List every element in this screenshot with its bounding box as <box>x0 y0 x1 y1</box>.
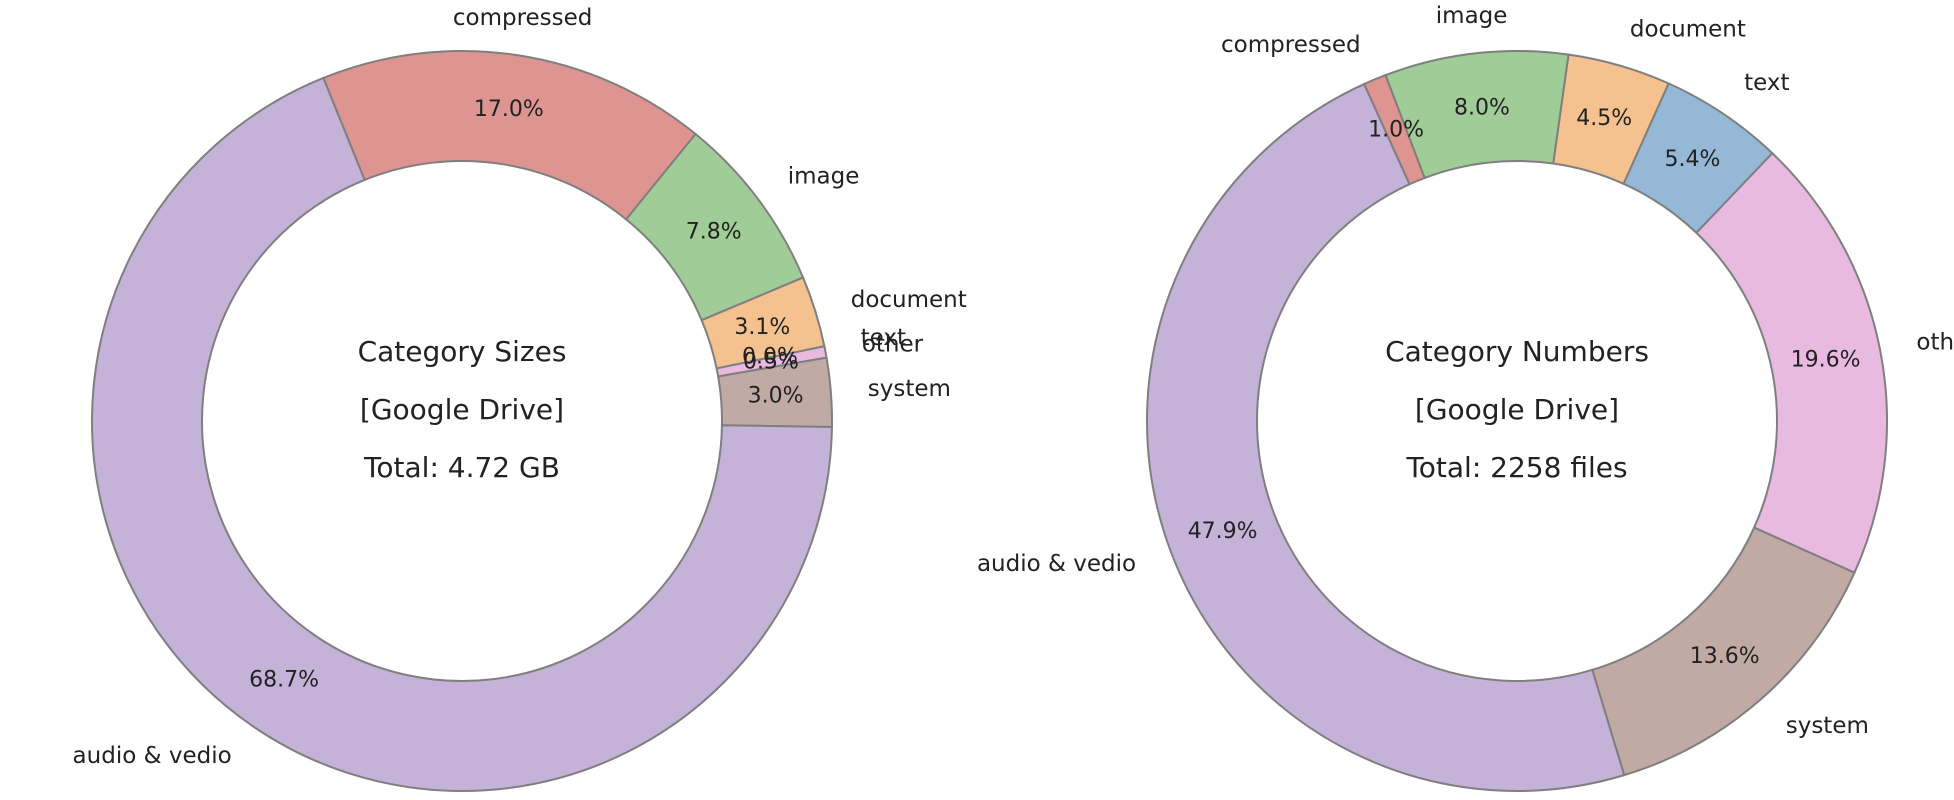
slice-audio-vedio <box>91 76 833 792</box>
slice-percent-document: 3.1% <box>734 315 790 340</box>
slice-percent-image: 7.8% <box>686 219 742 244</box>
center-title-line-1: Category Numbers <box>1385 335 1649 368</box>
slice-image <box>1384 50 1570 180</box>
center-title-line-2: [Google Drive] <box>1415 393 1619 426</box>
slice-percent-compressed: 17.0% <box>474 97 544 122</box>
slice-label-compressed: compressed <box>453 5 593 31</box>
slice-percent-text: 5.4% <box>1665 147 1721 172</box>
slice-percent-text: 0.0% <box>742 344 798 369</box>
slice-label-audio-vedio: audio & vedio <box>73 743 232 769</box>
slice-label-text: text <box>1744 70 1789 96</box>
slice-percent-image: 8.0% <box>1454 95 1510 120</box>
slice-label-system: system <box>1786 713 1869 739</box>
slice-label-system: system <box>868 376 951 402</box>
slice-label-other: other <box>862 332 924 358</box>
center-title: Category Sizes [Google Drive] Total: 4.7… <box>358 335 567 484</box>
slice-percent-system: 13.6% <box>1690 644 1760 669</box>
slice-percent-other: 19.6% <box>1791 348 1861 373</box>
slice-percent-system: 3.0% <box>748 384 804 409</box>
slice-percent-other: 0.5% <box>743 349 799 374</box>
slice-label-image: image <box>1436 3 1508 29</box>
slice-label-document: document <box>1630 16 1746 42</box>
center-title: Category Numbers [Google Drive] Total: 2… <box>1385 335 1649 484</box>
slice-percent-audio-vedio: 47.9% <box>1188 519 1258 544</box>
slice-label-document: document <box>851 287 967 313</box>
slice-audio-vedio <box>1146 82 1626 792</box>
donut-chart-category-sizes: compressed 17.0% image 7.8% document 3.1% text… <box>73 5 967 792</box>
slice-other <box>1695 151 1888 574</box>
donut-chart-category-numbers: document 4.5% text 5.4% other 19.6% system 13.6… <box>977 3 1954 792</box>
slice-label-text: text <box>861 325 906 351</box>
slice-label-other: other <box>1916 329 1954 355</box>
center-title-line-3: Total: 4.72 GB <box>363 451 560 484</box>
slice-label-compressed: compressed <box>1221 32 1361 58</box>
slice-compressed <box>322 50 697 221</box>
slice-percent-compressed: 1.0% <box>1368 118 1424 143</box>
slice-percent-document: 4.5% <box>1576 106 1632 131</box>
center-title-line-1: Category Sizes <box>358 335 567 368</box>
slice-label-image: image <box>788 163 860 189</box>
slice-percent-audio-vedio: 68.7% <box>249 667 319 692</box>
slice-label-audio-vedio: audio & vedio <box>977 551 1136 577</box>
center-title-line-3: Total: 2258 files <box>1405 451 1627 484</box>
center-title-line-2: [Google Drive] <box>360 393 564 426</box>
